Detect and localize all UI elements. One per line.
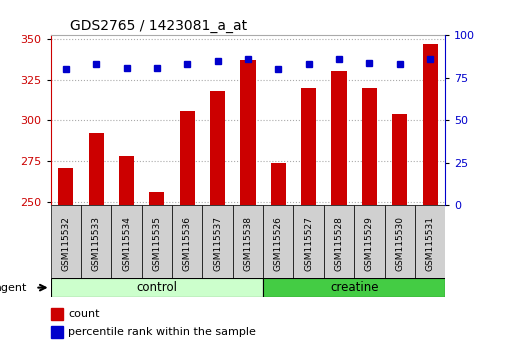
- Bar: [361, 88, 376, 205]
- Text: control: control: [136, 281, 177, 294]
- Bar: [263, 205, 293, 278]
- Bar: [391, 114, 407, 205]
- Bar: [414, 205, 444, 278]
- Bar: [111, 205, 141, 278]
- Bar: [50, 205, 81, 278]
- Bar: [331, 72, 346, 205]
- Bar: [210, 91, 225, 205]
- Bar: [384, 205, 414, 278]
- Bar: [300, 88, 316, 205]
- Bar: [172, 205, 202, 278]
- Text: creatine: creatine: [329, 281, 378, 294]
- Bar: [141, 205, 172, 278]
- Text: GSM115535: GSM115535: [152, 216, 161, 271]
- Text: agent: agent: [0, 282, 26, 293]
- Text: GSM115527: GSM115527: [304, 216, 313, 271]
- Bar: [323, 205, 353, 278]
- Text: GSM115536: GSM115536: [182, 216, 191, 271]
- Bar: [119, 156, 134, 205]
- Bar: [50, 326, 63, 338]
- Text: GSM115537: GSM115537: [213, 216, 222, 271]
- Bar: [263, 278, 444, 297]
- Bar: [240, 60, 255, 205]
- Bar: [293, 205, 323, 278]
- Bar: [270, 163, 285, 205]
- Text: GDS2765 / 1423081_a_at: GDS2765 / 1423081_a_at: [70, 19, 247, 33]
- Text: GSM115529: GSM115529: [364, 216, 373, 271]
- Bar: [50, 278, 263, 297]
- Bar: [149, 192, 164, 205]
- Bar: [179, 110, 194, 205]
- Text: GSM115538: GSM115538: [243, 216, 252, 271]
- Bar: [232, 205, 263, 278]
- Text: GSM115526: GSM115526: [273, 216, 282, 271]
- Bar: [202, 205, 232, 278]
- Text: percentile rank within the sample: percentile rank within the sample: [68, 327, 256, 337]
- Bar: [50, 308, 63, 320]
- Text: GSM115528: GSM115528: [334, 216, 343, 271]
- Text: GSM115530: GSM115530: [394, 216, 403, 271]
- Text: GSM115534: GSM115534: [122, 216, 131, 271]
- Text: GSM115533: GSM115533: [91, 216, 100, 271]
- Text: count: count: [68, 309, 99, 319]
- Text: GSM115531: GSM115531: [425, 216, 434, 271]
- Text: GSM115532: GSM115532: [61, 216, 70, 271]
- Bar: [88, 133, 104, 205]
- Bar: [354, 205, 384, 278]
- Bar: [81, 205, 111, 278]
- Bar: [422, 44, 437, 205]
- Bar: [58, 168, 73, 205]
